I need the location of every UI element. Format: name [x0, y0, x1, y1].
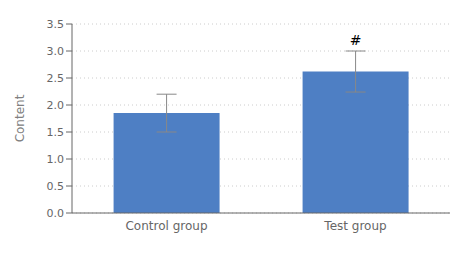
svg-text:3.5: 3.5 — [47, 18, 65, 31]
svg-text:0.5: 0.5 — [47, 180, 65, 193]
svg-text:2.0: 2.0 — [47, 99, 65, 112]
svg-text:Content: Content — [13, 94, 27, 142]
svg-text:1.5: 1.5 — [47, 126, 65, 139]
svg-text:0.0: 0.0 — [47, 207, 65, 220]
svg-text:3.0: 3.0 — [47, 45, 65, 58]
svg-text:#: # — [350, 32, 362, 48]
svg-text:Test group: Test group — [323, 219, 386, 233]
svg-text:Control group: Control group — [125, 219, 207, 233]
svg-text:1.0: 1.0 — [47, 153, 65, 166]
svg-text:2.5: 2.5 — [47, 72, 65, 85]
